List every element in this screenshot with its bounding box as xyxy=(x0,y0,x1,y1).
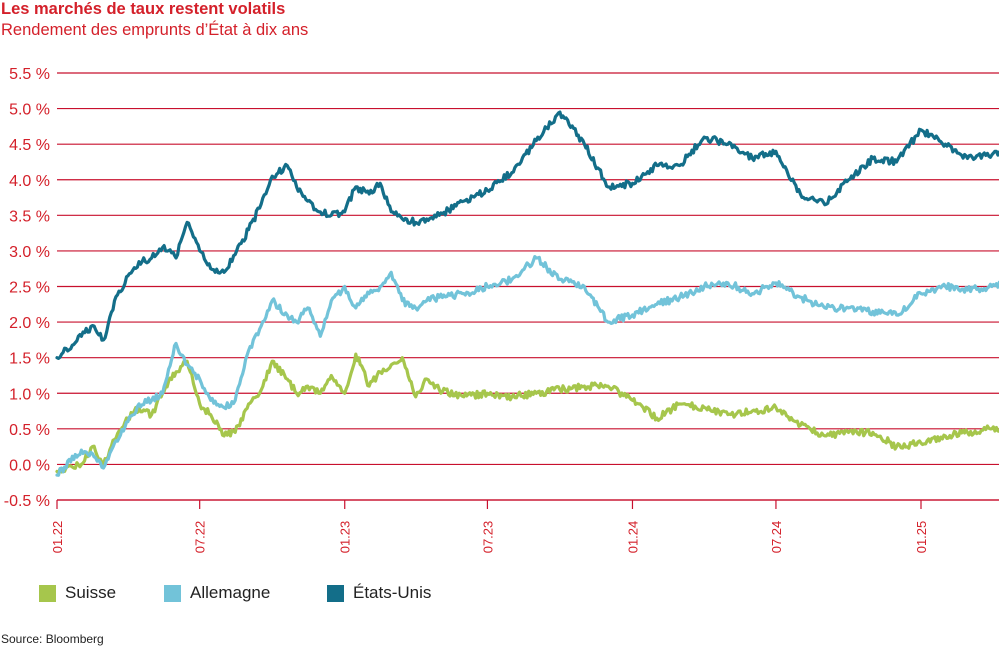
legend-item-etats-unis: États-Unis xyxy=(327,582,431,604)
legend-label-etats-unis: États-Unis xyxy=(353,583,432,602)
x-tick-label: 01.25 xyxy=(914,521,929,554)
legend-label-suisse: Suisse xyxy=(65,583,117,602)
x-tick-label: 07.22 xyxy=(193,521,208,554)
legend-swatch-suisse xyxy=(39,584,56,602)
legend-swatch-etats-unis xyxy=(327,584,344,602)
legend-item-suisse: Suisse xyxy=(39,582,116,604)
x-tick-label: 07.24 xyxy=(769,521,784,554)
x-tick-label: 01.24 xyxy=(625,521,640,554)
series-line-etats-unis xyxy=(55,110,999,360)
source-note: Source: Bloomberg xyxy=(1,632,104,646)
y-tick-label: 3.5 % xyxy=(9,208,50,225)
y-tick-label: -0.5 % xyxy=(4,493,50,510)
y-tick-label: 5.5 % xyxy=(9,66,50,83)
legend-label-allemagne: Allemagne xyxy=(190,583,271,602)
y-tick-label: 0.0 % xyxy=(9,457,50,474)
y-tick-label: 2.0 % xyxy=(9,315,50,332)
chart-subtitle: Rendement des emprunts d’État à dix ans xyxy=(1,21,309,39)
x-tick-label: 01.22 xyxy=(50,521,65,554)
legend-swatch-allemagne xyxy=(164,584,181,602)
y-tick-label: 3.0 % xyxy=(9,244,50,261)
chart-title: Les marchés de taux restent volatils xyxy=(1,0,286,18)
series-line-suisse xyxy=(55,352,999,475)
y-tick-label: 1.0 % xyxy=(9,386,50,403)
y-tick-label: 2.5 % xyxy=(9,280,50,297)
gridlines xyxy=(57,72,999,501)
x-tick-label: 07.23 xyxy=(480,521,495,554)
legend-item-allemagne: Allemagne xyxy=(164,582,270,604)
series-lines xyxy=(55,110,999,477)
y-tick-label: 1.5 % xyxy=(9,351,50,368)
x-tick-label: 01.23 xyxy=(338,521,353,554)
y-tick-label: 4.0 % xyxy=(9,173,50,190)
y-axis-ticks: 5.5 % 5.0 % 4.5 % 4.0 % 3.5 % 3.0 % 2.5 % 2.0 %… xyxy=(4,66,50,510)
legend: Suisse Allemagne États-Unis xyxy=(0,582,999,606)
series-line-allemagne xyxy=(55,255,999,477)
y-tick-label: 0.5 % xyxy=(9,422,50,439)
x-axis-ticks: 01.22 07.22 01.23 07.23 01.24 07.24 01.25 xyxy=(50,499,999,554)
y-tick-label: 5.0 % xyxy=(9,102,50,119)
y-tick-label: 4.5 % xyxy=(9,137,50,154)
